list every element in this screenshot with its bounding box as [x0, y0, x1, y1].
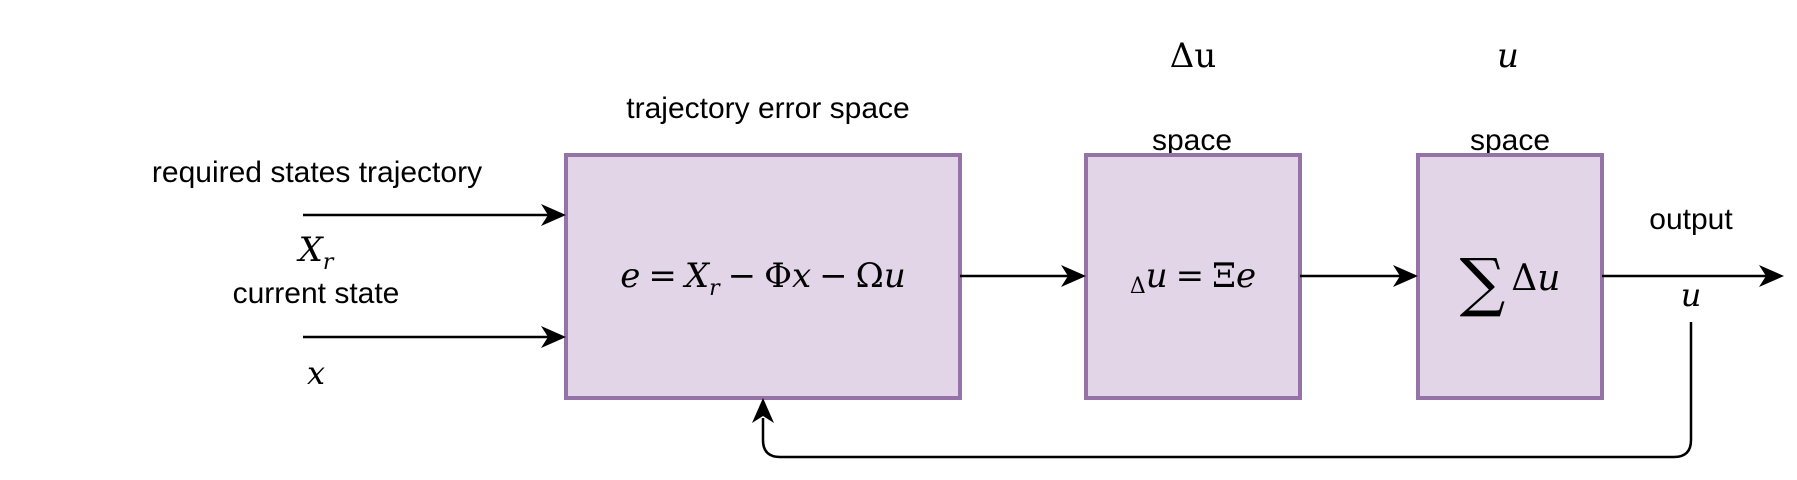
feedback-line — [761, 322, 1693, 459]
u-space-label: space — [1470, 124, 1550, 157]
u-space-symbol: u — [1497, 36, 1519, 76]
feedback-arrowhead — [752, 398, 774, 423]
delta-u-equation: Δu = Ξe — [1130, 256, 1256, 299]
du-space-symbol: Δu — [1170, 36, 1216, 76]
delta-u-block — [1084, 153, 1302, 400]
required-states-arrowhead — [541, 204, 566, 226]
sum-block — [1416, 153, 1604, 400]
error-space-title: trajectory error space — [626, 92, 909, 125]
delta-u-to-sum-arrowhead — [1393, 265, 1418, 287]
required-states-label: required states trajectory — [152, 156, 482, 189]
current-state-symbol: x — [307, 354, 325, 392]
sum-equation: ∑ Δu — [1460, 246, 1561, 320]
du-space-label: space — [1152, 124, 1232, 157]
error-to-delta-u-arrowhead — [1061, 265, 1086, 287]
required-states-symbol: Xr — [296, 230, 335, 275]
error-equation: e = Xr − Φx − Ωu — [620, 256, 906, 301]
output-symbol: u — [1681, 276, 1702, 314]
output-label: output — [1649, 203, 1733, 236]
error-block — [564, 153, 962, 400]
output-arrowhead — [1759, 265, 1784, 287]
current-state-arrowhead — [541, 326, 566, 348]
current-state-label: current state — [233, 277, 400, 310]
